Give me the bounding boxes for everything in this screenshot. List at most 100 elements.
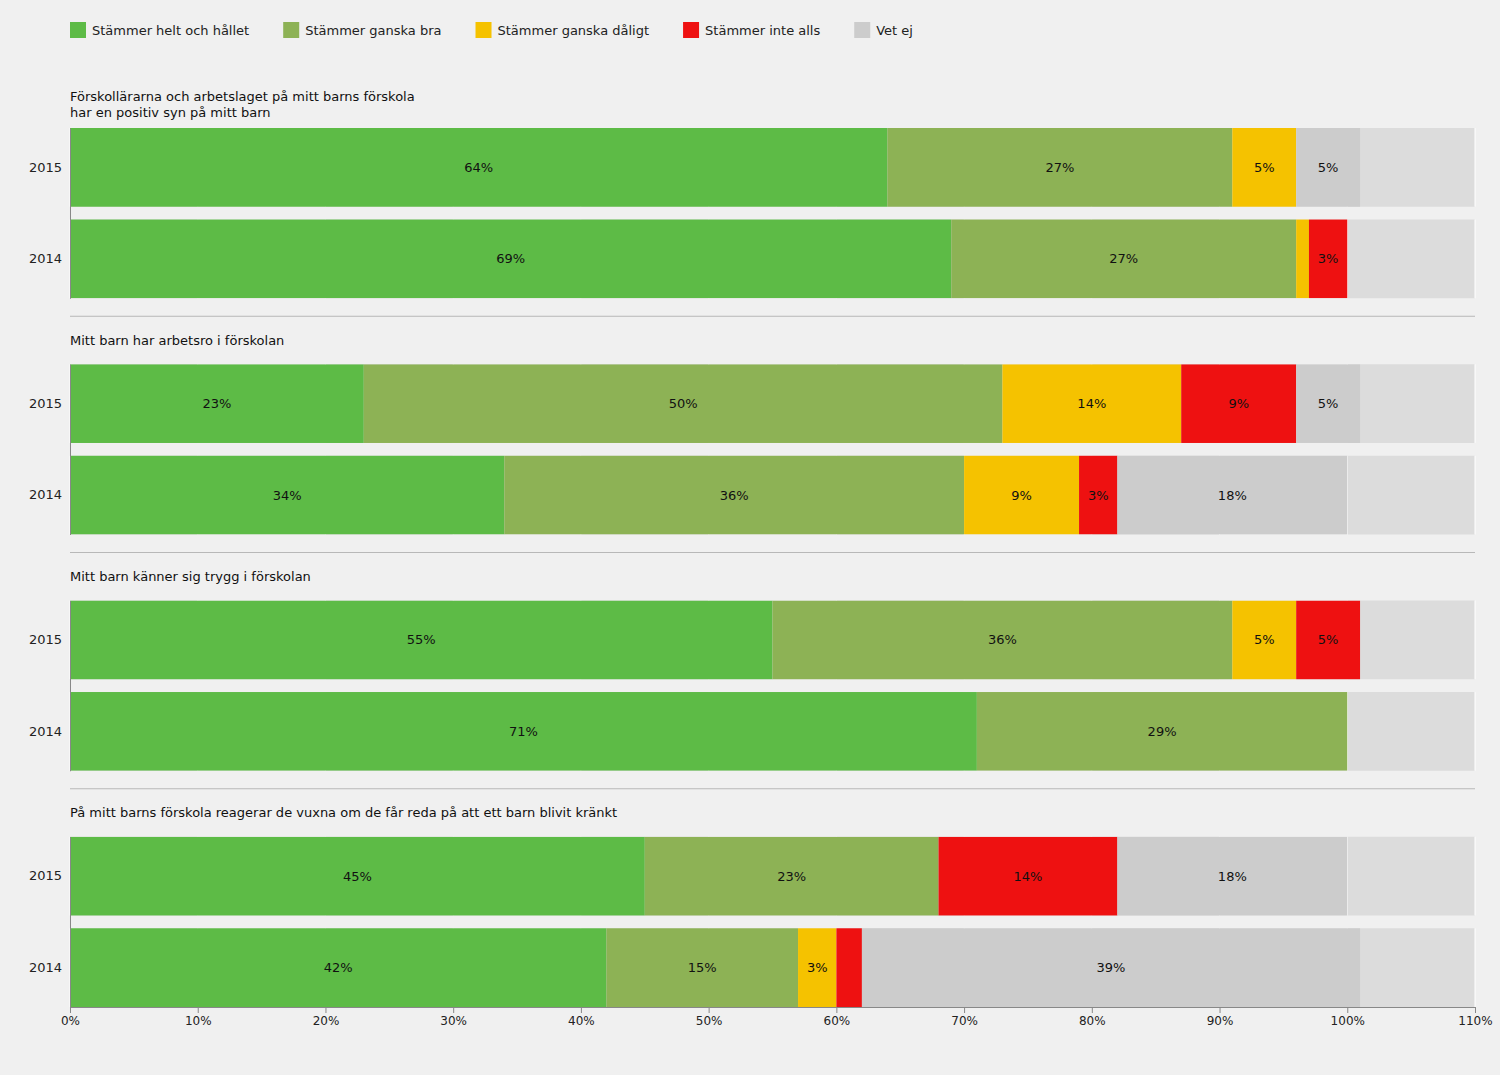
data-label: 18% (1218, 869, 1247, 884)
bar-segment (606, 928, 798, 1007)
x-tick-label: 90% (1207, 1014, 1234, 1028)
data-label: 5% (1254, 632, 1275, 647)
bar-track (964, 456, 1092, 535)
legend-label: Stämmer inte alls (705, 23, 820, 38)
bar-segment (1296, 220, 1309, 299)
block-separator (70, 552, 1475, 553)
data-label: 9% (1228, 396, 1249, 411)
data-label: 27% (1045, 160, 1074, 175)
bar-track (1347, 364, 1475, 443)
legend-swatch (683, 22, 699, 38)
bar-segment (1002, 364, 1181, 443)
bar-segment (1232, 601, 1296, 680)
bar-segment (939, 837, 1118, 916)
x-tick-mark (1220, 1007, 1221, 1013)
bar-segment (1079, 456, 1117, 535)
question-title: Förskollärarna och arbetslaget på mitt b… (70, 89, 415, 120)
bar-track (1347, 220, 1475, 299)
legend-swatch (476, 22, 492, 38)
bar-segment (504, 456, 964, 535)
bar-segment (1117, 837, 1347, 916)
title-line: Förskollärarna och arbetslaget på mitt b… (70, 89, 415, 104)
x-tick-label: 110% (1458, 1014, 1492, 1028)
x-tick-label: 50% (696, 1014, 723, 1028)
bar-segment (1347, 692, 1348, 771)
data-label: 5% (1318, 632, 1339, 647)
x-tick: 60% (824, 1007, 851, 1028)
data-label: 3% (1088, 488, 1109, 503)
data-labels: 45%42%23%15%3%14%18%39% (324, 869, 1247, 976)
y-tick: 2014 (29, 251, 70, 266)
y-axis: 2015 2014 (29, 129, 71, 299)
block-separator (70, 316, 1475, 317)
data-label: 15% (688, 960, 717, 975)
x-tick-label: 10% (185, 1014, 212, 1028)
bar-segment (862, 928, 1360, 1007)
x-tick-label: 20% (313, 1014, 340, 1028)
axis-line (70, 365, 71, 535)
data-label: 36% (988, 632, 1017, 647)
bar-background (70, 128, 1475, 298)
bar-segment (1117, 456, 1347, 535)
data-label: 27% (1109, 251, 1138, 266)
data-label: 9% (1011, 488, 1032, 503)
bar-segment (70, 456, 504, 535)
y-tick-label: 2015 (29, 396, 62, 411)
x-tick: 50% (696, 1007, 723, 1028)
x-tick: 90% (1207, 1007, 1234, 1028)
bar-segment (773, 601, 1233, 680)
data-label: 39% (1097, 960, 1126, 975)
grid (70, 837, 1475, 1007)
grid-line (1475, 692, 1476, 771)
axis-line (70, 129, 71, 299)
axis-line (70, 837, 71, 1007)
bar-track (1347, 692, 1475, 771)
bar-background (70, 837, 1475, 1007)
y-tick-label: 2014 (29, 960, 62, 975)
data-label: 3% (1318, 251, 1339, 266)
axis-line (71, 1007, 1476, 1008)
bar-segment (1309, 220, 1347, 299)
bar-segment (887, 128, 1232, 207)
x-tick-label: 30% (440, 1014, 467, 1028)
bar-segment (798, 928, 836, 1007)
bars (70, 128, 1360, 298)
grid-line (1475, 928, 1476, 1007)
x-tick-label: 0% (61, 1014, 80, 1028)
y-axis: 20152014 (29, 837, 71, 1007)
question-title: På mitt barns förskola reagerar de vuxna… (70, 805, 617, 820)
x-tick-mark (581, 1007, 582, 1013)
title-line: Mitt barn har arbetsro i förskolan (70, 333, 284, 348)
x-tick-label: 40% (568, 1014, 595, 1028)
y-tick: 2014 (29, 487, 70, 502)
data-label: 18% (1218, 488, 1247, 503)
y-tick: 2015 (29, 632, 70, 647)
bars (70, 837, 1360, 1007)
legend-label: Stämmer ganska bra (305, 23, 441, 38)
bar-segment (70, 928, 606, 1007)
bar-segment (1296, 601, 1360, 680)
data-label: 45% (343, 869, 372, 884)
data-label: 5% (1318, 160, 1339, 175)
title-line: På mitt barns förskola reagerar de vuxna… (70, 805, 617, 820)
title-line: har en positiv syn på mitt barn (70, 105, 271, 120)
question-block: På mitt barns förskola reagerar de vuxna… (29, 789, 1493, 1028)
bar-segment (70, 364, 364, 443)
question-block: Mitt barn känner sig trygg i förskolan55… (29, 553, 1475, 772)
data-label: 42% (324, 960, 353, 975)
question-title: Mitt barn har arbetsro i förskolan (70, 333, 284, 348)
grid (70, 364, 1475, 534)
grid-line (1475, 456, 1476, 535)
grid (70, 601, 1475, 771)
x-tick-label: 70% (951, 1014, 978, 1028)
question-block: Mitt barn har arbetsro i förskolan23%34%… (29, 316, 1475, 535)
background (0, 0, 1500, 1075)
bar-segment (1296, 128, 1360, 207)
legend-label: Vet ej (876, 23, 913, 38)
legend-swatch (854, 22, 870, 38)
data-label: 5% (1318, 396, 1339, 411)
x-tick: 80% (1079, 1007, 1106, 1028)
data-label: 55% (407, 632, 436, 647)
data-label: 69% (496, 251, 525, 266)
y-tick-label: 2015 (29, 160, 62, 175)
